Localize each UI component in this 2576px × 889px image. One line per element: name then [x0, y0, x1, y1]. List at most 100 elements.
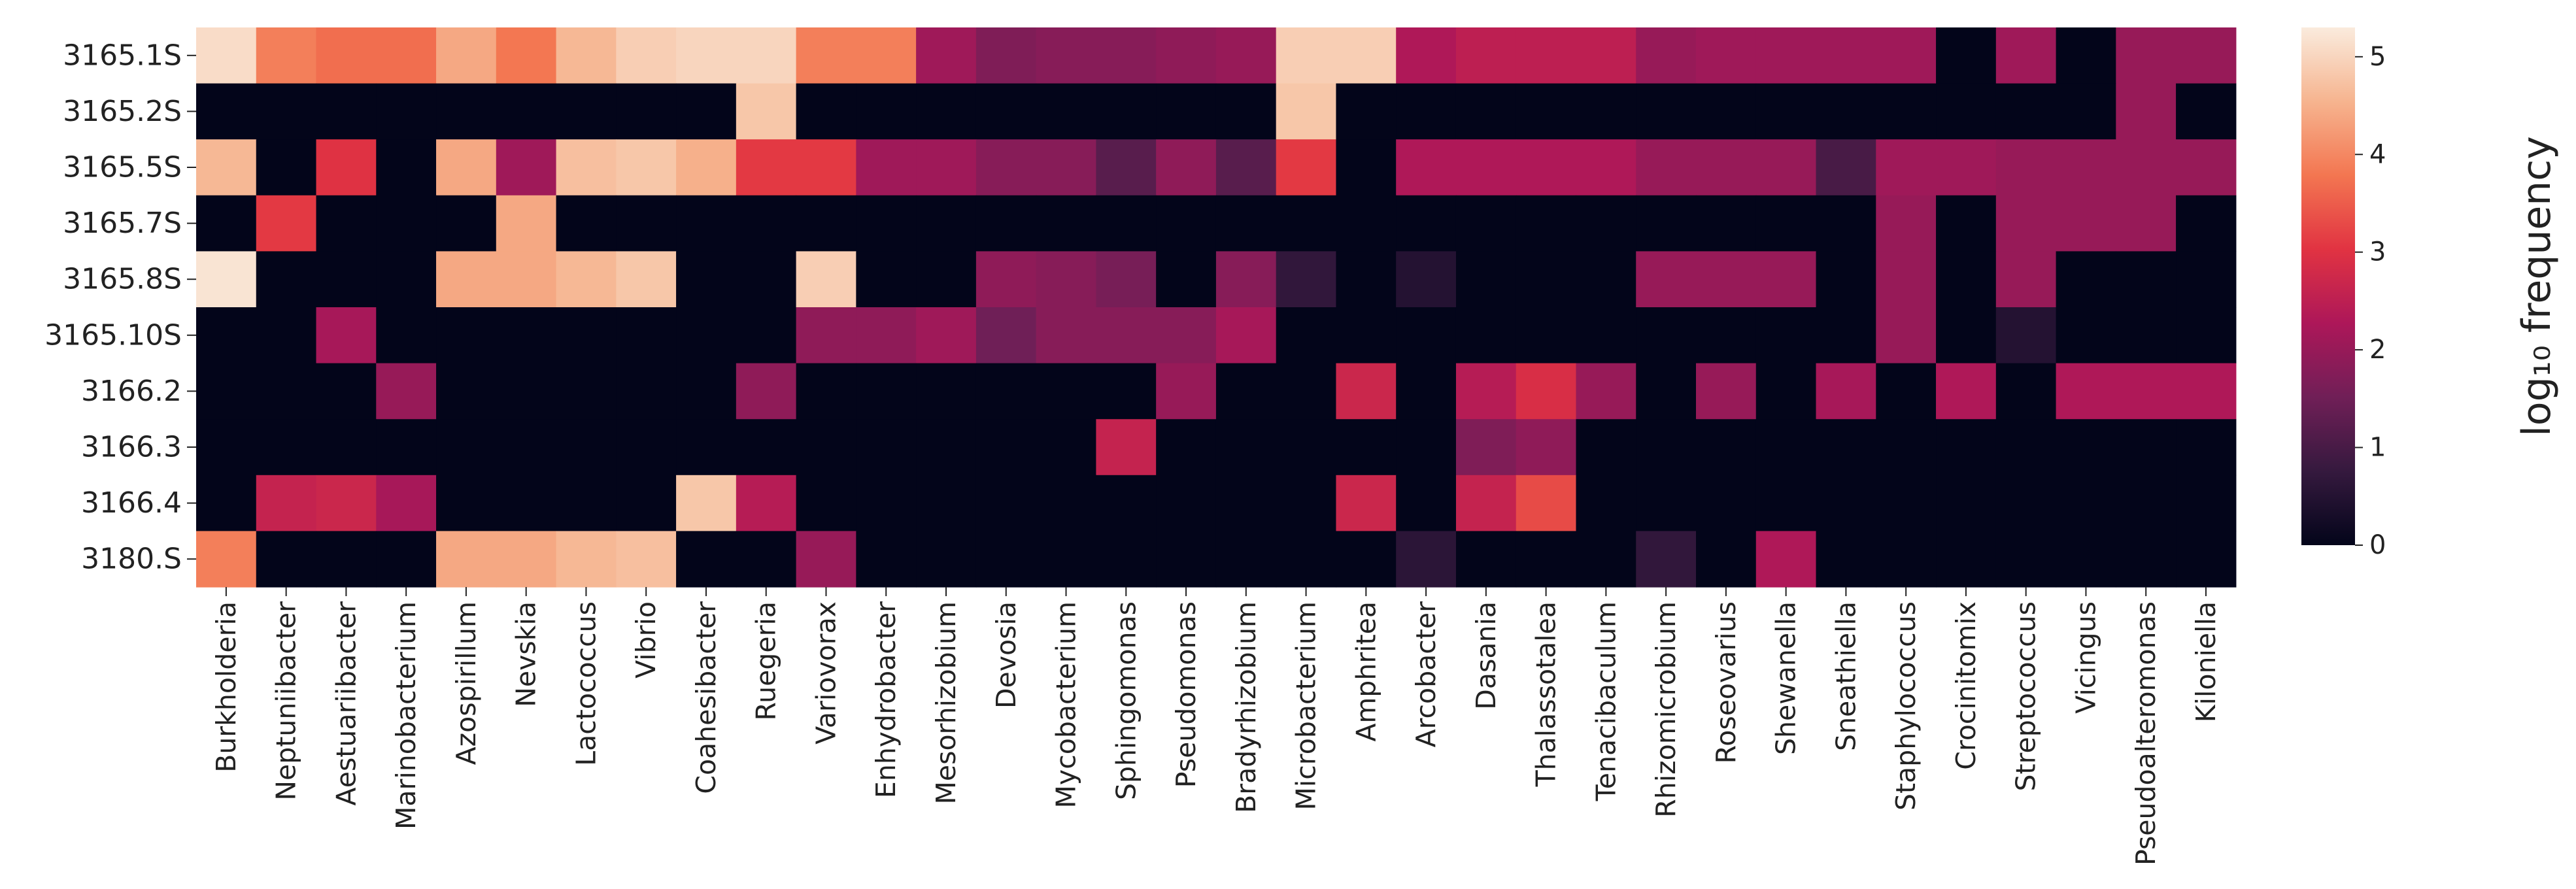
- heatmap-cell: [1696, 251, 1757, 308]
- heatmap-cell: [736, 475, 797, 531]
- heatmap-cell: [1336, 195, 1397, 252]
- heatmap-cell: [1336, 27, 1397, 84]
- heatmap-cell: [1215, 195, 1277, 252]
- heatmap-cell: [1336, 139, 1397, 196]
- heatmap-cell: [1276, 363, 1337, 420]
- heatmap-cell: [1396, 531, 1457, 588]
- heatmap-cell: [1396, 195, 1457, 252]
- heatmap-cell: [1576, 419, 1636, 476]
- heatmap-cell: [256, 419, 317, 476]
- heatmap-cell: [1096, 195, 1157, 252]
- heatmap-cell: [256, 251, 317, 308]
- heatmap-cell: [1636, 83, 1697, 140]
- heatmap-cell: [1876, 307, 1937, 364]
- heatmap-cell: [1995, 363, 2057, 420]
- heatmap-cell: [496, 363, 557, 420]
- heatmap-cell: [1036, 363, 1096, 420]
- heatmap-cell: [616, 363, 677, 420]
- heatmap-cell: [856, 363, 917, 420]
- heatmap-cell: [1755, 251, 1817, 308]
- heatmap-cell: [1696, 363, 1757, 420]
- column-label: Dasania: [1470, 601, 1502, 710]
- heatmap-cell: [736, 307, 797, 364]
- heatmap-cell: [676, 195, 737, 252]
- heatmap-cell: [1876, 139, 1937, 196]
- heatmap-cell: [1696, 419, 1757, 476]
- heatmap-cell: [2056, 475, 2116, 531]
- heatmap-cell: [376, 307, 437, 364]
- column-label: Vibrio: [630, 601, 662, 679]
- heatmap-cell: [916, 307, 977, 364]
- heatmap-cell: [1516, 195, 1577, 252]
- heatmap-cell: [1516, 307, 1577, 364]
- heatmap-cell: [796, 307, 856, 364]
- heatmap-cell: [1336, 475, 1397, 531]
- heatmap-cell: [496, 307, 557, 364]
- heatmap-cell: [1396, 475, 1457, 531]
- heatmap-cell: [1576, 195, 1636, 252]
- heatmap-cell: [1995, 251, 2057, 308]
- heatmap-cell: [556, 251, 617, 308]
- heatmap-cell: [1995, 531, 2057, 588]
- heatmap-cell: [2116, 531, 2177, 588]
- heatmap-cell: [1696, 139, 1757, 196]
- heatmap-cell: [796, 27, 856, 84]
- heatmap-cell: [1816, 27, 1876, 84]
- heatmap-cell: [1156, 251, 1217, 308]
- heatmap-cell: [2116, 307, 2177, 364]
- heatmap-cell: [916, 195, 977, 252]
- heatmap-cell: [975, 363, 1037, 420]
- heatmap-cell: [1995, 307, 2057, 364]
- column-label: Rhizomicrobium: [1650, 601, 1682, 818]
- heatmap-cell: [436, 419, 497, 476]
- heatmap-cell: [1036, 419, 1096, 476]
- heatmap-cell: [1036, 83, 1096, 140]
- heatmap-cell: [916, 251, 977, 308]
- heatmap-cell: [436, 363, 497, 420]
- heatmap-cell: [1696, 27, 1757, 84]
- heatmap-cell: [1215, 251, 1277, 308]
- column-label: Ruegeria: [751, 601, 782, 720]
- heatmap-cell: [1995, 83, 2057, 140]
- heatmap-cell: [975, 139, 1037, 196]
- heatmap-cell: [2176, 363, 2237, 420]
- column-label: Aestuariibacter: [330, 601, 362, 806]
- heatmap-cell: [1995, 195, 2057, 252]
- column-label: Sneathiella: [1830, 601, 1861, 751]
- heatmap-cell: [2056, 139, 2116, 196]
- heatmap-cell: [2176, 419, 2237, 476]
- heatmap-cell: [796, 251, 856, 308]
- heatmap-cell: [676, 139, 737, 196]
- heatmap-cell: [376, 475, 437, 531]
- colorbar-tick-label: 3: [2369, 237, 2386, 267]
- row-label: 3165.7S: [63, 207, 182, 240]
- heatmap-cell: [2056, 251, 2116, 308]
- row-labels: 3165.1S 3165.2S 3165.5S 3165.7S 3165.8S 3165.…: [44, 39, 196, 576]
- heatmap-cell: [1096, 363, 1157, 420]
- heatmap-cell: [2056, 27, 2116, 84]
- colorbar-ticks: 0 1 2 3 4 5: [2355, 42, 2386, 560]
- heatmap-cell: [1455, 419, 1517, 476]
- heatmap-cell: [796, 195, 856, 252]
- heatmap-cell: [1936, 139, 1997, 196]
- heatmap-cell: [1936, 419, 1997, 476]
- heatmap-cell: [1516, 251, 1577, 308]
- heatmap-cell: [1036, 531, 1096, 588]
- heatmap-cell: [676, 27, 737, 84]
- heatmap-cell: [556, 419, 617, 476]
- column-labels: Burkholderia Neptuniibacter Aestuariibacte…: [211, 587, 2222, 865]
- heatmap-cell: [916, 83, 977, 140]
- colorbar-tick-label: 0: [2369, 530, 2386, 560]
- heatmap-cell: [1276, 419, 1337, 476]
- heatmap-cell: [2176, 27, 2237, 84]
- column-label: Enhydrobacter: [870, 601, 902, 798]
- heatmap-cell: [2176, 251, 2237, 308]
- heatmap-cell: [796, 475, 856, 531]
- column-label: Neptuniibacter: [271, 601, 302, 801]
- heatmap-cell: [2056, 195, 2116, 252]
- heatmap-cell: [1396, 27, 1457, 84]
- heatmap-cell: [556, 139, 617, 196]
- column-label: Azospirillum: [450, 601, 482, 765]
- heatmap-cell: [1036, 475, 1096, 531]
